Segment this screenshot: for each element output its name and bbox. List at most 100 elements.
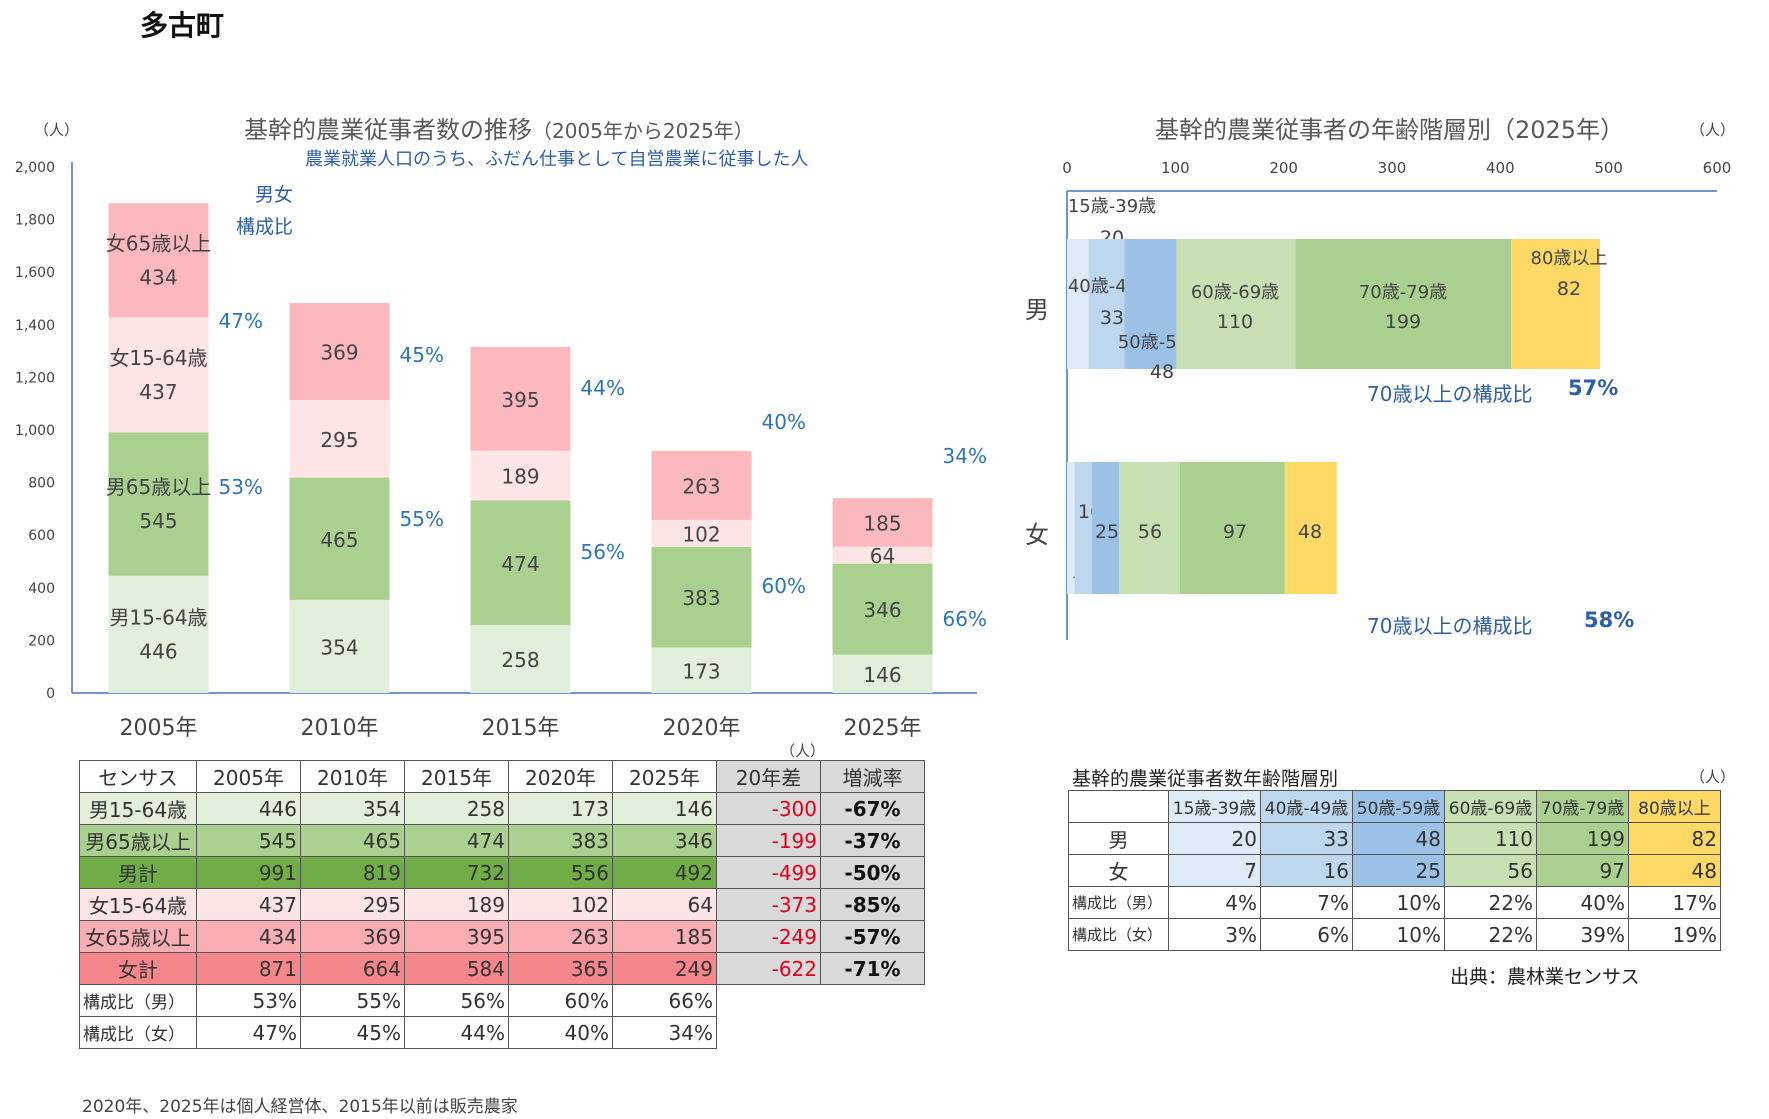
table-cell: 20	[1168, 822, 1261, 855]
table-cell: 189	[404, 888, 509, 921]
table-cell: 492	[612, 856, 717, 889]
table-cell: 295	[300, 888, 405, 921]
age-data-label: 199	[1385, 311, 1421, 333]
empty-cell	[821, 1017, 925, 1049]
table-cell: 48	[1628, 854, 1721, 887]
row-label: 構成比（男）	[79, 984, 197, 1017]
header-census: センサス	[79, 760, 197, 793]
table-cell: 173	[508, 792, 613, 825]
table-cell: 249	[612, 952, 717, 985]
table-cell: 732	[404, 856, 509, 889]
table-row: 女計 871 664 584 365 249 -622 -71%	[79, 952, 925, 985]
age-x-tick: 300	[1378, 159, 1407, 177]
trend-data-label: 465	[320, 528, 358, 552]
header-change-rate: 増減率	[820, 760, 925, 793]
age-bar-segment	[1179, 462, 1285, 594]
ratio-legend-line2: 構成比	[236, 216, 294, 238]
trend-bar-segment	[289, 302, 390, 401]
table-cell: 395	[404, 920, 509, 953]
table-row: 男15-64歳 446 354 258 173 146 -300 -67%	[79, 792, 925, 825]
table-row: 男65歳以上 545 465 474 383 346 -199 -37%	[79, 824, 925, 857]
age-series-name: 80歳以上	[1531, 248, 1608, 269]
trend-data-label: 545	[139, 509, 177, 533]
age-data-label: 82	[1557, 278, 1581, 300]
table-row: 構成比（女） 47% 45% 44% 40% 34%	[79, 1016, 925, 1049]
trend-x-tick: 2025年	[844, 716, 922, 741]
table-row: 女 7 16 25 56 97 48	[1068, 854, 1721, 887]
trend-chart-subtitle: 農業就業人口のうち、ふだん仕事として自営農業に従事した人	[305, 149, 809, 170]
row-label: 構成比（女）	[79, 1016, 197, 1049]
age-x-tick: 200	[1269, 159, 1298, 177]
age-x-tick: 100	[1161, 159, 1190, 177]
age-bar-segment	[1511, 239, 1600, 369]
rate-cell: -71%	[820, 952, 925, 985]
age-data-label: 56	[1138, 521, 1162, 543]
male-ratio-label: 66%	[943, 607, 987, 631]
header-2025: 2025年	[612, 760, 717, 793]
age-bar-segment	[1284, 462, 1337, 594]
male-ratio-label: 60%	[762, 574, 806, 598]
age-bar-segment	[1119, 462, 1180, 594]
table-cell: 25	[1352, 854, 1445, 887]
diff-cell: -300	[716, 792, 821, 825]
header-20yr-diff: 20年差	[716, 760, 821, 793]
age-header: 40歳-49歳	[1260, 790, 1353, 823]
table-cell: 19%	[1628, 918, 1721, 951]
rate-cell: -37%	[820, 824, 925, 857]
table-cell: 354	[300, 792, 405, 825]
female-ratio-label: 44%	[581, 376, 625, 400]
table-cell: 434	[196, 920, 301, 953]
age-series-name: 60歳-69歳	[1191, 282, 1279, 303]
table-cell: 66%	[612, 984, 717, 1017]
table-cell: 102	[508, 888, 613, 921]
trend-data-label: 102	[682, 522, 720, 546]
trend-bar-segment	[832, 498, 933, 547]
trend-bar-segment	[470, 625, 571, 693]
diff-cell: -499	[716, 856, 821, 889]
age-bar-segment	[1088, 239, 1125, 369]
trend-table: センサス 2005年 2010年 2015年 2020年 2025年 20年差 …	[79, 760, 925, 1049]
trend-y-tick: 1,400	[15, 318, 55, 334]
trend-y-tick: 400	[28, 581, 55, 597]
age-bar-segment	[1067, 239, 1089, 369]
table-cell: 369	[300, 920, 405, 953]
trend-bar-segment	[108, 203, 209, 318]
table-cell: 185	[612, 920, 717, 953]
age-table: 15歳-39歳 40歳-49歳 50歳-59歳 60歳-69歳 70歳-79歳 80歳以上…	[1068, 790, 1721, 951]
table-cell: 33	[1260, 822, 1353, 855]
table-cell: 664	[300, 952, 405, 985]
table-cell: 584	[404, 952, 509, 985]
diff-cell: -373	[716, 888, 821, 921]
trend-bar-segment	[470, 450, 571, 501]
trend-chart-title: 基幹的農業従事者数の推移（2005年から2025年）	[244, 116, 754, 144]
table-cell: 44%	[404, 1016, 509, 1049]
header-2010: 2010年	[300, 760, 405, 793]
table-cell: 48	[1352, 822, 1445, 855]
age-header: 80歳以上	[1628, 790, 1721, 823]
trend-chart: 0 200 400 600 800 1,000 1,200 1,400 1,600 1,800 2,…	[15, 160, 987, 741]
female-ratio70-value: 58%	[1584, 608, 1635, 632]
row-label: 構成比（男）	[1068, 886, 1169, 919]
trend-bar-segment	[470, 500, 571, 626]
diff-cell: -622	[716, 952, 821, 985]
age-data-label: 48	[1150, 361, 1174, 383]
diff-cell: -199	[716, 824, 821, 857]
age-bar-segment	[1295, 239, 1512, 369]
age-table-header-row: 15歳-39歳 40歳-49歳 50歳-59歳 60歳-69歳 70歳-79歳 80歳以上	[1068, 790, 1721, 823]
table-cell: 146	[612, 792, 717, 825]
trend-data-label: 295	[320, 428, 358, 452]
trend-series-name: 女15-64歳	[109, 346, 207, 370]
table-cell: 40%	[508, 1016, 613, 1049]
table-cell: 47%	[196, 1016, 301, 1049]
empty-cell	[717, 1017, 821, 1049]
row-label: 女計	[79, 952, 197, 985]
table-cell: 22%	[1444, 918, 1537, 951]
table-cell: 556	[508, 856, 613, 889]
ratio-legend-line1: 男女	[255, 184, 294, 206]
table-cell: 465	[300, 824, 405, 857]
table-row: 構成比（男） 4% 7% 10% 22% 40% 17%	[1068, 886, 1721, 919]
trend-bar-segment	[470, 346, 571, 451]
age-header: 15歳-39歳	[1168, 790, 1261, 823]
table-row: 男 20 33 48 110 199 82	[1068, 822, 1721, 855]
age-x-tick: 500	[1594, 159, 1623, 177]
